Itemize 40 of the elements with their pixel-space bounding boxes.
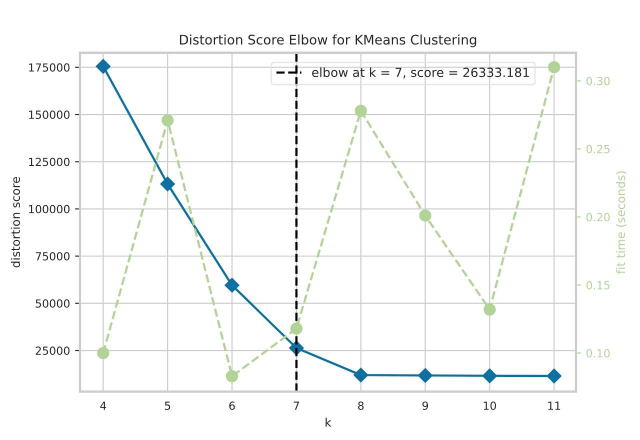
y-tick-label: 100000 bbox=[29, 204, 70, 214]
y2-tick-label: 0.10 bbox=[586, 349, 610, 358]
chart-title: Distortion Score Elbow for KMeans Clustering bbox=[180, 34, 476, 48]
point bbox=[224, 278, 240, 293]
point bbox=[418, 368, 433, 383]
point bbox=[548, 61, 560, 74]
point bbox=[96, 59, 111, 74]
y2-tick-label: 0.20 bbox=[586, 212, 610, 222]
y-tick-label: 150000 bbox=[29, 110, 70, 119]
y-tick-label: 125000 bbox=[29, 158, 70, 166]
point bbox=[354, 104, 367, 117]
point bbox=[482, 368, 498, 384]
y-tick-label: 25000 bbox=[36, 346, 70, 355]
point bbox=[546, 368, 562, 384]
x-tick-label: 4 bbox=[100, 402, 106, 410]
point bbox=[353, 368, 368, 382]
point bbox=[160, 176, 175, 192]
x-tick-label: 11 bbox=[548, 402, 560, 410]
ref-line-label: elbow at k = 7, score = 26333.181 bbox=[312, 67, 529, 78]
x-tick-label: 8 bbox=[358, 402, 364, 410]
point bbox=[162, 114, 174, 126]
x-tick-label: 6 bbox=[229, 402, 235, 410]
point bbox=[419, 210, 432, 222]
x-tick-label: 10 bbox=[484, 402, 496, 410]
y-axis-title: distortion score bbox=[10, 176, 20, 268]
x-axis-title: k bbox=[326, 418, 332, 427]
y2-tick-label: 0.25 bbox=[586, 144, 610, 154]
y2-tick-label: 0.15 bbox=[586, 280, 610, 290]
y2-tick-label: 0.30 bbox=[586, 76, 610, 86]
y-tick-label: 50000 bbox=[36, 299, 70, 308]
point bbox=[290, 322, 303, 335]
x-tick-label: 5 bbox=[164, 402, 170, 410]
point bbox=[97, 347, 110, 360]
point bbox=[484, 303, 496, 316]
y-tick-label: 175000 bbox=[29, 63, 70, 72]
y-tick-label: 75000 bbox=[36, 252, 70, 261]
y2-axis-title: fit time (seconds) bbox=[616, 171, 627, 274]
point bbox=[226, 370, 238, 382]
x-tick-label: 7 bbox=[294, 402, 300, 410]
x-tick-label: 9 bbox=[422, 402, 428, 410]
